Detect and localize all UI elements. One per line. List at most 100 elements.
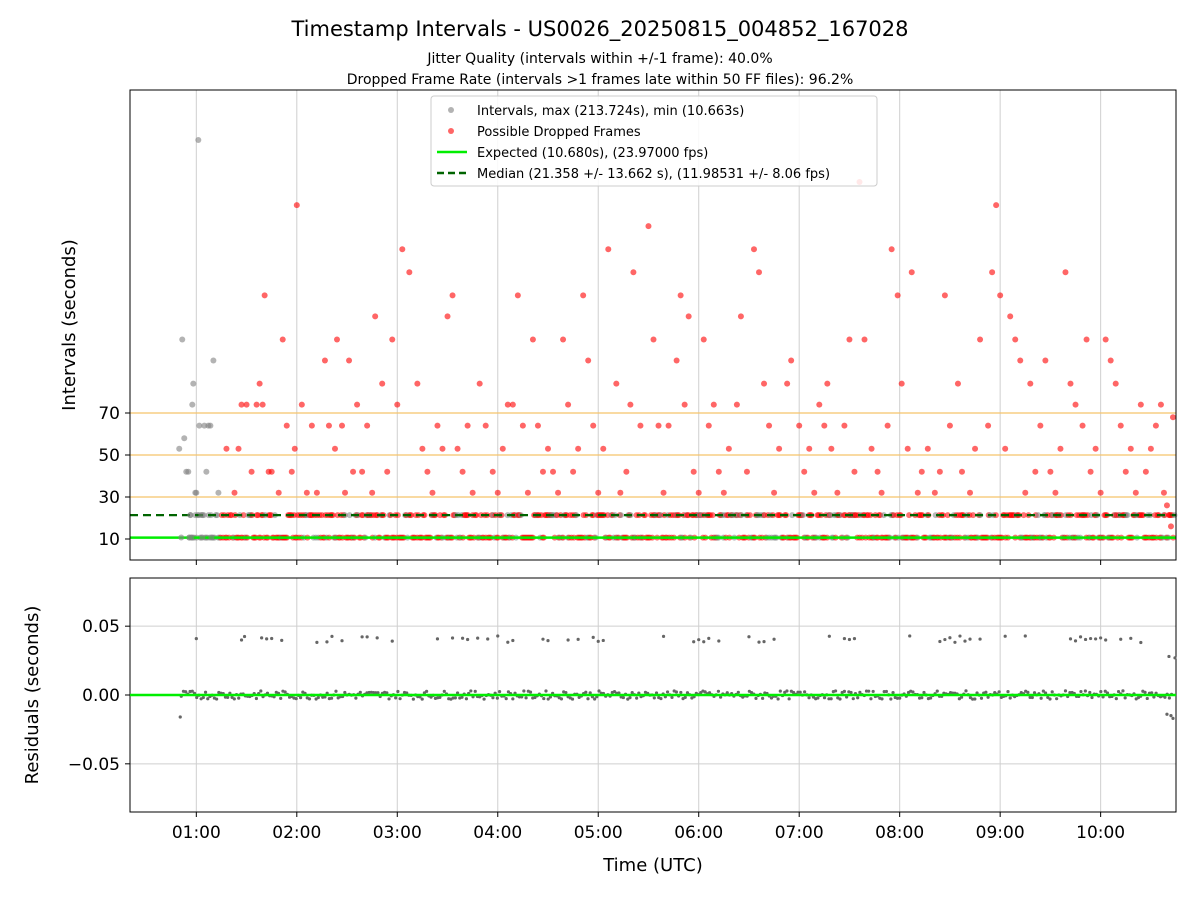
dropped-frame-point	[700, 336, 707, 343]
dropped-frame-point	[884, 422, 891, 429]
dropped-frame-point	[379, 380, 386, 387]
residual-point	[1123, 696, 1127, 700]
residual-point	[586, 697, 590, 701]
residual-point	[1099, 636, 1103, 640]
x-tick-label: 02:00	[272, 823, 321, 843]
x-tick-label: 04:00	[473, 823, 522, 843]
residual-point	[541, 637, 545, 641]
residual-point	[964, 689, 968, 693]
residual-point	[1090, 695, 1094, 700]
dropped-frame-point	[389, 336, 396, 343]
residual-point	[703, 690, 707, 694]
dropped-frame-point	[339, 422, 346, 429]
residual-point	[495, 696, 499, 700]
interval-point	[215, 489, 222, 496]
residual-point	[1165, 712, 1169, 716]
dropped-frame-point	[550, 468, 557, 475]
residual-point	[1050, 690, 1054, 694]
residual-point	[791, 690, 796, 695]
residual-point	[869, 697, 873, 701]
residual-point	[1088, 690, 1092, 695]
dropped-frame-point	[1037, 422, 1044, 429]
dropped-frame-point	[1117, 422, 1124, 429]
dropped-frame-point	[346, 357, 353, 364]
dropped-frame-point	[268, 468, 275, 475]
dropped-frame-point	[514, 292, 521, 299]
residual-point	[979, 696, 984, 700]
interval-point	[176, 445, 183, 452]
dropped-frame-point	[828, 445, 835, 452]
residual-point	[1116, 689, 1121, 694]
dropped-frame-point	[931, 489, 938, 496]
dropped-frame-point	[1058, 512, 1065, 519]
dropped-frame-point	[580, 292, 587, 299]
interval-point	[187, 512, 194, 519]
residual-point	[670, 695, 674, 700]
residual-point	[1079, 689, 1083, 694]
dropped-frame-point	[725, 445, 732, 452]
interval-point	[1124, 512, 1131, 519]
dropped-frame-point	[743, 468, 750, 475]
legend-entry-label: Median (21.358 +/- 13.662 s), (11.98531 …	[477, 167, 830, 182]
residual-point	[635, 696, 639, 700]
residual-point	[385, 691, 389, 695]
top-plot-frame	[129, 89, 1177, 561]
legend-box	[430, 95, 878, 187]
dropped-frame-point	[617, 489, 624, 496]
dropped-frame-point	[720, 489, 727, 496]
dropped-frame-point	[627, 401, 634, 408]
dropped-frame-point	[944, 512, 951, 519]
residual-point	[702, 640, 706, 644]
dropped-frame-point	[372, 313, 379, 320]
residual-point	[203, 690, 208, 694]
interval-point	[1035, 512, 1042, 519]
interval-point	[198, 512, 205, 519]
bottom-y-tick-label: 0.05	[82, 617, 120, 637]
dropped-frame-point	[394, 401, 401, 408]
residual-point	[654, 691, 659, 695]
residual-point	[827, 634, 831, 638]
residual-point	[762, 640, 766, 644]
residual-point	[1048, 697, 1052, 701]
dropped-frame-point	[1142, 468, 1149, 475]
dropped-frame-point	[941, 292, 948, 299]
residual-point	[871, 689, 875, 694]
dropped-frame-point	[645, 223, 652, 230]
residual-point	[858, 690, 862, 694]
top-y-axis-label: Intervals (seconds)	[59, 239, 80, 411]
dropped-frame-point	[733, 401, 740, 408]
residual-point	[1167, 654, 1171, 659]
dropped-frame-point	[766, 422, 773, 429]
dropped-frame-point	[1167, 523, 1174, 530]
residual-point	[482, 697, 486, 701]
dropped-frame-point	[811, 489, 818, 496]
residual-point	[929, 696, 933, 700]
dropped-frame-point	[509, 401, 516, 408]
residual-point	[827, 697, 831, 701]
dropped-frame-point	[529, 336, 536, 343]
dropped-frame-point	[303, 489, 310, 496]
residual-point	[307, 697, 312, 701]
residual-point	[1078, 635, 1083, 639]
dropped-frame-point	[834, 489, 841, 496]
dropped-frame-point	[1137, 401, 1144, 408]
dropped-frame-point	[946, 422, 953, 429]
dropped-frame-point	[256, 380, 263, 387]
dropped-frame-point	[384, 468, 391, 475]
residual-point	[938, 639, 942, 644]
interval-point	[208, 534, 215, 541]
residual-point	[699, 691, 703, 695]
interval-point	[346, 512, 353, 519]
interval-point	[185, 468, 192, 475]
residual-point	[736, 690, 740, 694]
dropped-frame-point	[750, 246, 757, 253]
residual-point	[811, 695, 816, 699]
residual-point	[280, 638, 284, 642]
residual-point	[630, 691, 634, 695]
interval-point	[189, 401, 196, 408]
dropped-frame-point	[1002, 445, 1009, 452]
residual-point	[807, 696, 811, 700]
dropped-frame-point	[613, 380, 620, 387]
dropped-frame-point	[544, 445, 551, 452]
